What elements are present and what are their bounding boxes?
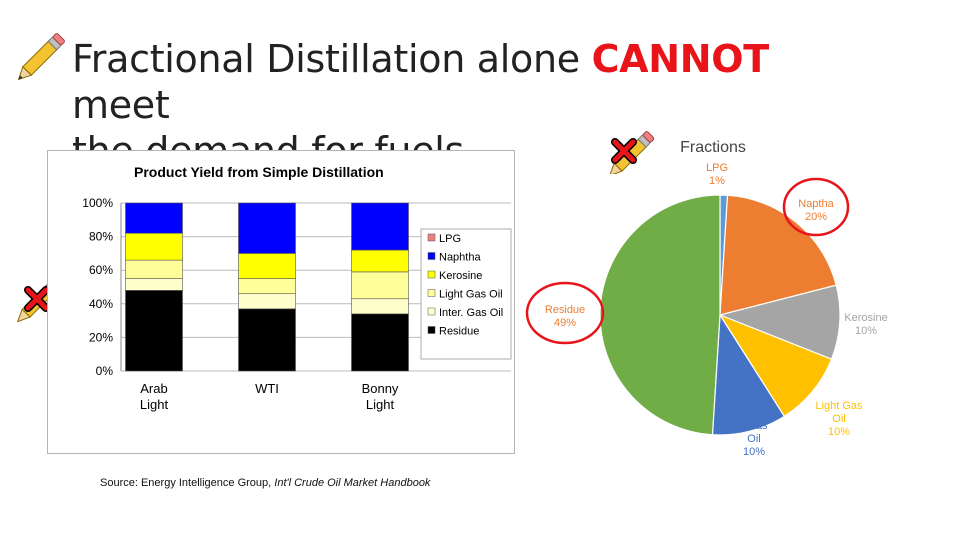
bar-segment-residue <box>125 290 183 372</box>
y-tick-label: 20% <box>89 330 113 344</box>
pie-slice-naptha <box>719 194 837 316</box>
legend-label: Naphtha <box>439 252 481 264</box>
pie-title: Fractions <box>680 139 746 156</box>
bar-segment-kerosine <box>351 249 409 273</box>
bar-segment-residue <box>351 313 409 372</box>
bar-segment-naphtha <box>238 202 296 254</box>
x-tick-label: Arab <box>140 381 167 396</box>
pie-label-line: Residue <box>545 304 585 316</box>
bar-chart-svg: Product Yield from Simple Distillation 0%… <box>82 164 512 412</box>
bar-segment-light-gas-oil <box>125 259 183 279</box>
legend-label: LPG <box>439 233 461 245</box>
legend-swatch <box>427 252 436 260</box>
legend-swatch <box>427 307 436 316</box>
source-prefix: Source: Energy Intelligence Group, <box>100 477 275 489</box>
bar-segment-kerosine <box>125 232 183 261</box>
bar-segment-residue <box>238 308 296 372</box>
title-part1: Fractional Distillation alone <box>72 37 592 81</box>
pie-label: Naptha 20% <box>798 198 834 223</box>
legend-swatch <box>427 270 436 279</box>
pie-label-line: Oil <box>832 413 845 425</box>
red-cross-icon <box>611 138 637 164</box>
y-tick-label: 40% <box>89 297 113 311</box>
pie-label-line: 10% <box>743 446 765 458</box>
y-tick-label: 0% <box>96 364 114 378</box>
legend-label: Residue <box>439 326 479 338</box>
bar-segment-kerosine <box>238 253 296 279</box>
pie-label-line: 10% <box>855 325 877 337</box>
bar-segment-inter-gas-oil <box>125 278 183 291</box>
bar-segment-light-gas-oil <box>351 271 409 300</box>
pie-label: r Gas Oil 10% <box>741 420 768 458</box>
x-tick-label: Bonny <box>362 381 399 396</box>
legend-label: Light Gas Oil <box>439 289 503 301</box>
y-tick-label: 60% <box>89 263 113 277</box>
bar-chart: Product Yield from Simple Distillation 0%… <box>47 150 515 454</box>
legend-swatch <box>427 233 436 242</box>
pie-label-line: 49% <box>554 317 576 329</box>
pie-slice-inter-gas-oil <box>711 313 786 436</box>
pie-slice-light-gas-oil <box>718 313 833 418</box>
pie-label: Light Gas Oil 10% <box>815 400 863 438</box>
bar-legend: LPG Naphtha Kerosine Light Gas Oil Inter. Ga… <box>420 228 512 360</box>
pie-label-line: 10% <box>828 426 850 438</box>
x-tick-label: Light <box>366 397 395 412</box>
pie-chart: LPG 1%Naptha 20%Kerosine 10%Light Gas Oil 10%… <box>525 162 888 458</box>
legend-label: Inter. Gas Oil <box>439 307 503 319</box>
legend-box <box>420 228 512 360</box>
pie-slice-residue <box>599 194 721 436</box>
pie-label-line: r Gas <box>741 420 768 432</box>
bar-segment-naphtha <box>125 202 183 234</box>
pencil-icon <box>18 33 65 80</box>
bar-segment-inter-gas-oil <box>238 293 296 310</box>
pie-label-line: LPG <box>706 162 728 174</box>
bar-segment-inter-gas-oil <box>351 298 409 315</box>
source-book: Int'l Crude Oil Market Handbook <box>274 477 431 489</box>
pie-label-line: Light Gas <box>815 400 863 412</box>
pie-slice-kerosine <box>718 284 841 360</box>
pie-label: Residue 49% <box>545 304 585 329</box>
pie-label: Kerosine 10% <box>844 312 887 337</box>
y-tick-label: 100% <box>82 196 113 210</box>
legend-swatch <box>427 326 436 334</box>
pie-label-line: Oil <box>747 433 760 445</box>
highlight-circle-residue <box>525 281 605 345</box>
pencil-cross-icon <box>608 131 655 174</box>
legend-swatch <box>427 289 436 297</box>
bar-segment-naphtha <box>351 202 409 251</box>
highlight-circle-naptha <box>782 177 850 237</box>
pie-label: LPG 1% <box>706 162 728 187</box>
pie-label-line: 1% <box>709 175 725 187</box>
bar-segment-light-gas-oil <box>238 278 296 295</box>
x-tick-label: WTI <box>255 381 279 396</box>
title-part2: meet <box>72 83 170 127</box>
y-tick-label: 80% <box>89 230 113 244</box>
pie-label-line: 20% <box>805 211 827 223</box>
source-note: Source: Energy Intelligence Group, Int'l… <box>100 477 430 489</box>
bar-chart-title: Product Yield from Simple Distillation <box>134 164 384 180</box>
red-cross-icon <box>24 286 50 312</box>
title-highlight: CANNOT <box>591 37 770 81</box>
pie-label-line: Naptha <box>798 198 834 210</box>
x-tick-label: Light <box>140 397 169 412</box>
pie-label-line: Kerosine <box>844 312 887 324</box>
legend-label: Kerosine <box>439 270 482 282</box>
